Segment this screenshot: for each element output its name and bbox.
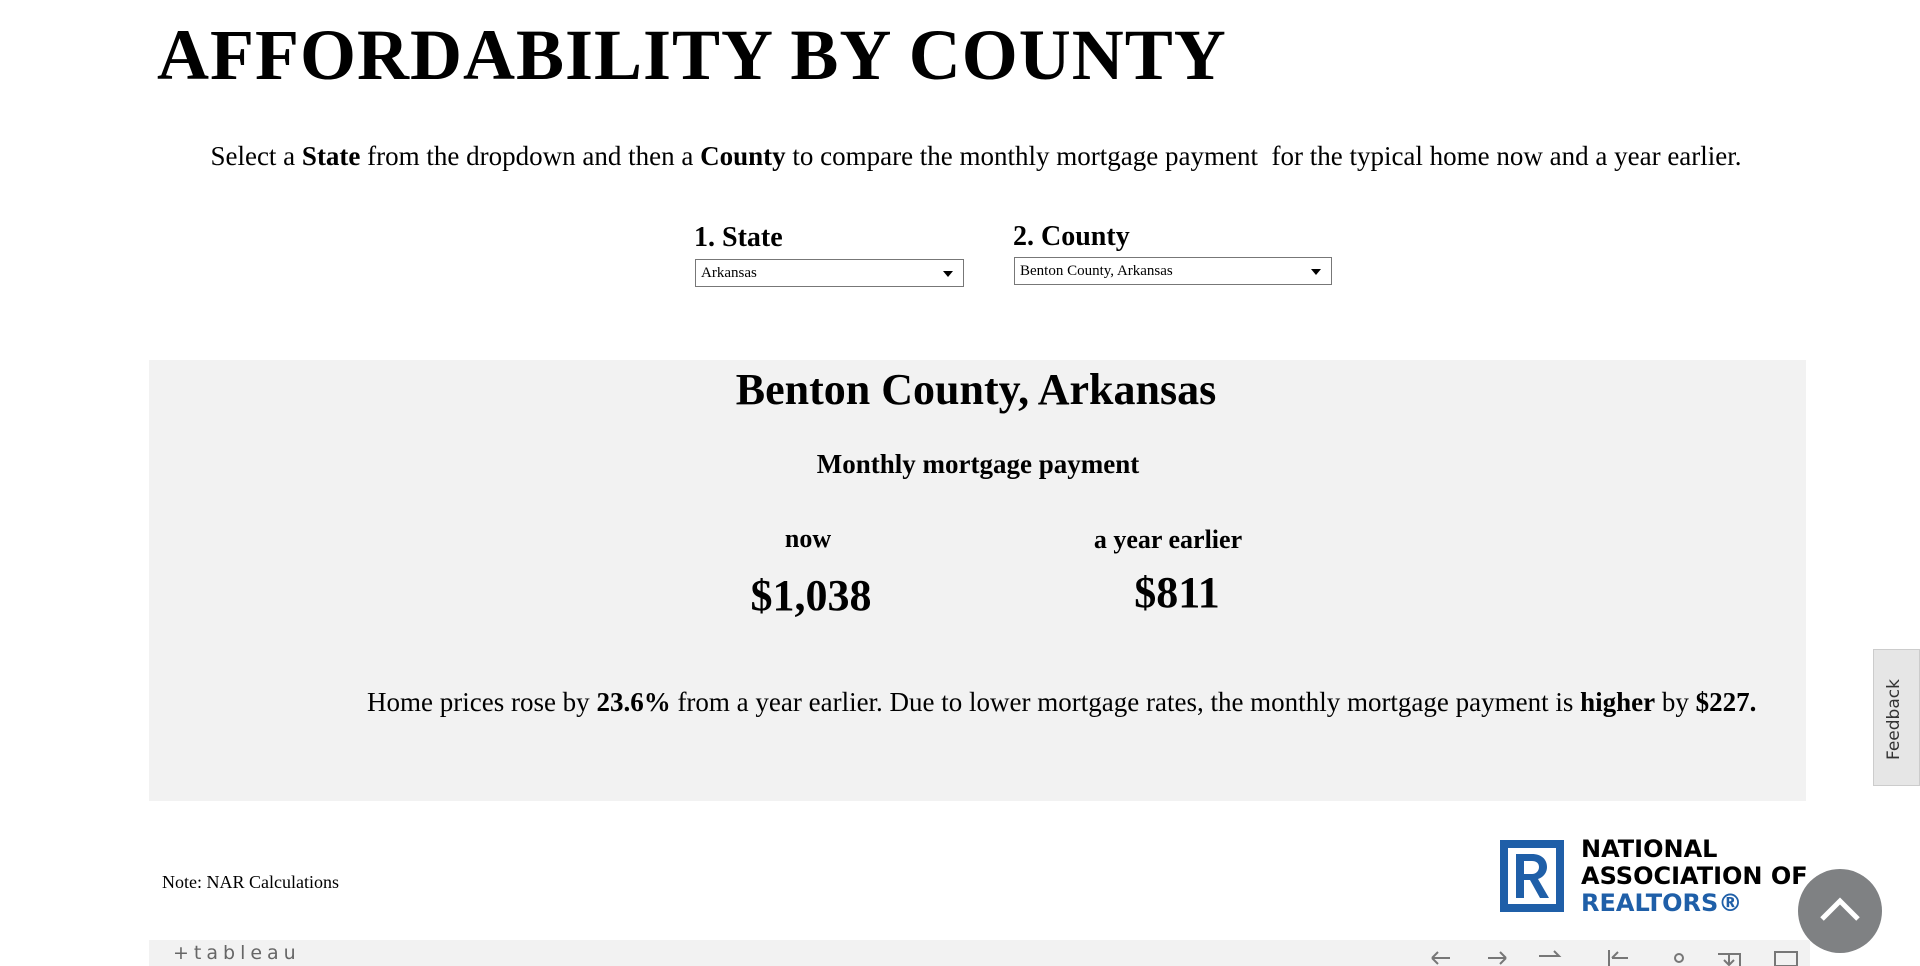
summary: Home prices rose by 23.6% from a year ea… — [367, 687, 1756, 718]
panel-subtitle: Monthly mortgage payment — [816, 449, 1140, 479]
text: 23.6% — [596, 687, 671, 717]
state-dropdown[interactable]: Arkansas — [695, 259, 964, 287]
filter-label: 2. County — [1013, 221, 1130, 252]
logo-r — [1508, 848, 1556, 904]
text: State — [301, 141, 361, 171]
feedback-tab[interactable]: Feedback — [1873, 649, 1920, 786]
text: $227. — [1695, 687, 1757, 717]
toolbar-icons — [1431, 950, 1798, 966]
text: County — [700, 141, 786, 171]
page-title: AFFORDABILITY BY COUNTY — [157, 15, 1227, 95]
brand: +tableau — [173, 942, 301, 964]
text: to compare the monthly mortgage payment … — [785, 141, 1742, 171]
column-label: a year earlier — [1093, 525, 1243, 554]
chevron-icon — [1820, 897, 1860, 921]
text: Home prices rose by — [367, 687, 597, 717]
result-panel — [149, 360, 1806, 801]
text: Select a — [210, 141, 302, 171]
note: Note: NAR Calculations — [162, 872, 339, 892]
filter-label: 1. State — [694, 222, 783, 253]
logo-text: NATIONAL — [1581, 835, 1718, 863]
panel-title: Benton County, Arkansas — [735, 365, 1217, 414]
text: from a year earlier. Due to lower mortga… — [670, 687, 1581, 717]
logo-text: REALTORS® — [1581, 889, 1743, 917]
payment-value: $1,038 — [750, 571, 872, 620]
feedback-label: Feedback — [1884, 679, 1904, 760]
column-label: now — [784, 524, 832, 553]
text: from the dropdown and then a — [360, 141, 701, 171]
text: by — [1655, 687, 1696, 717]
text: higher — [1580, 687, 1656, 717]
county-dropdown[interactable]: Benton County, Arkansas — [1014, 257, 1332, 285]
payment-value: $811 — [1134, 568, 1220, 617]
instructions: Select a State from the dropdown and the… — [0, 141, 1920, 172]
tableau-toolbar: +tableau — [149, 940, 1810, 966]
logo-text: ASSOCIATION OF — [1581, 862, 1808, 890]
scroll-top-button[interactable] — [1798, 869, 1882, 953]
logo-mark — [1500, 840, 1564, 912]
